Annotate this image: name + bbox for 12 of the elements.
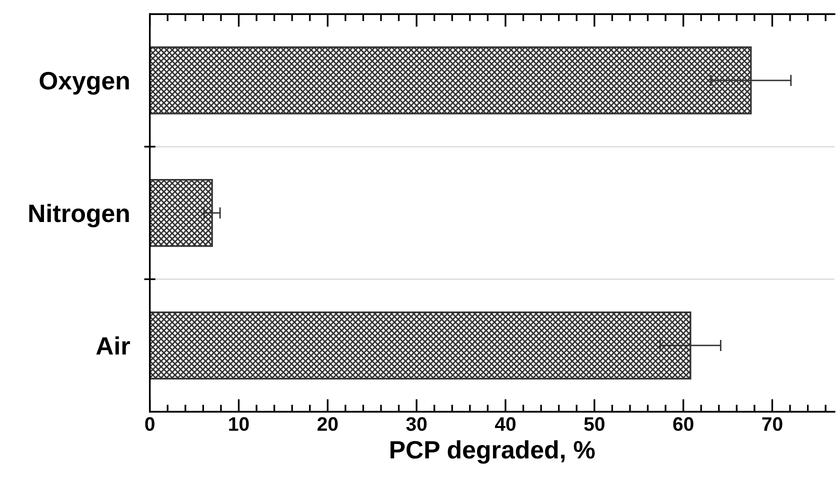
x-tick-label: 70 — [762, 417, 782, 431]
x-tick-label: 10 — [229, 417, 249, 431]
x-tick-label: 20 — [318, 417, 338, 431]
y-tick-label: Air — [96, 336, 130, 355]
y-tick-label: Oxygen — [40, 72, 129, 95]
x-tick-label: 60 — [673, 417, 694, 431]
x-tick-label: 40 — [494, 417, 516, 431]
x-axis-title: PCP degraded, % — [390, 440, 595, 464]
x-tick-label: 0 — [145, 417, 154, 431]
x-tick-label: 50 — [584, 417, 604, 431]
y-tick-label: Nitrogen — [29, 204, 129, 228]
x-tick-label: 30 — [406, 417, 427, 431]
